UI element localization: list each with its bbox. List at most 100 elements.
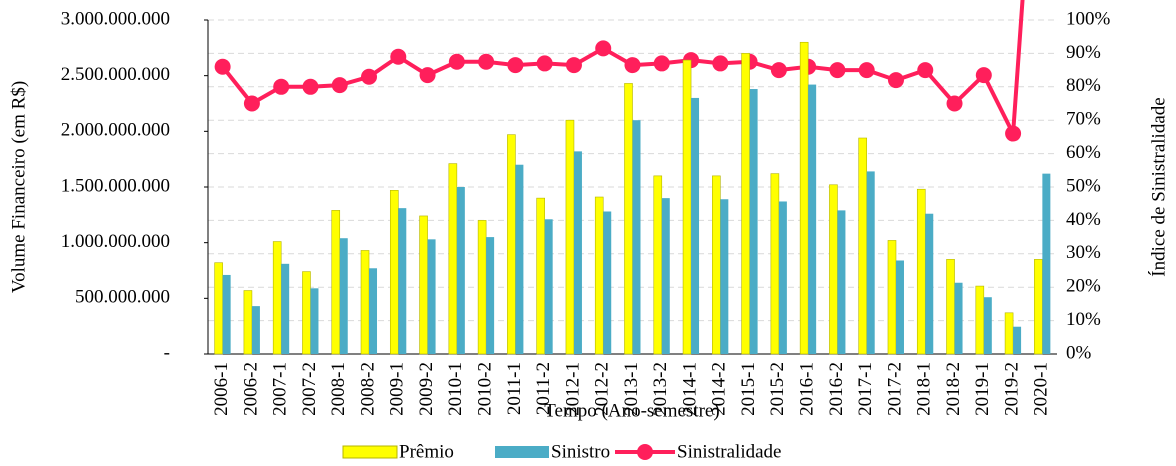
bar (281, 263, 290, 354)
line-marker (712, 55, 729, 72)
bar (544, 219, 553, 354)
y2-tick-label: 20% (1066, 276, 1101, 297)
bar (565, 119, 575, 355)
bar (486, 237, 495, 354)
y-tick-label: 500.000.000 (75, 287, 170, 308)
bar (661, 198, 670, 354)
x-tick-label: 2012-2 (592, 362, 613, 416)
legend-swatch (495, 446, 549, 458)
y2-tick-label: 90% (1066, 42, 1101, 63)
line-marker (624, 57, 641, 74)
y-tick-label: 2.500.000.000 (61, 64, 170, 85)
bar (682, 59, 692, 355)
x-tick-label: 2007-1 (270, 362, 291, 416)
y-tick-label: - (164, 342, 170, 363)
bar (419, 215, 428, 355)
y2-tick-label: 10% (1066, 309, 1101, 330)
bar (653, 175, 663, 355)
bar (339, 238, 348, 354)
line-marker (419, 67, 436, 84)
legend-label: Sinistro (551, 441, 610, 462)
bar (477, 220, 487, 355)
y-tick-label: 2.000.000.000 (61, 120, 170, 141)
bar (1042, 173, 1051, 354)
bar (1034, 259, 1043, 355)
y2-tick-label: 80% (1066, 75, 1101, 96)
bar (456, 187, 465, 354)
bar (983, 297, 992, 354)
y-tick-label: 1.500.000.000 (61, 175, 170, 196)
line-marker (243, 95, 260, 112)
x-tick-label: 2020-1 (1031, 362, 1052, 416)
line-marker (887, 72, 904, 89)
bar (603, 211, 612, 354)
x-tick-label: 2013-1 (621, 362, 642, 416)
line-marker (331, 77, 348, 94)
line-marker (917, 62, 934, 79)
y2-tick-label: 70% (1066, 109, 1101, 130)
legend-marker (637, 444, 653, 460)
x-tick-label: 2014-1 (679, 362, 700, 416)
bar (808, 84, 817, 354)
bar (1013, 326, 1022, 354)
bar (946, 259, 955, 355)
bar (895, 260, 904, 354)
bar (770, 173, 780, 355)
y2-tick-label: 100% (1066, 8, 1111, 29)
x-tick-label: 2008-1 (328, 362, 349, 416)
bar (866, 171, 875, 354)
line-marker (390, 48, 407, 65)
bar (799, 41, 809, 355)
x-tick-label: 2010-1 (445, 362, 466, 416)
y-tick-label: 3.000.000.000 (61, 8, 170, 29)
bar (778, 201, 787, 354)
y-tick-label: 1.000.000.000 (61, 231, 170, 252)
legend-label: Sinistralidade (677, 441, 781, 462)
bar (916, 188, 926, 355)
bar (448, 163, 458, 355)
x-tick-label: 2009-2 (416, 362, 437, 416)
bar (302, 271, 311, 355)
bar (837, 210, 846, 354)
line-marker (448, 53, 465, 70)
bar (507, 134, 516, 355)
x-tick-label: 2009-1 (387, 362, 408, 416)
x-tick-label: 2019-1 (972, 362, 993, 416)
x-tick-label: 2015-2 (767, 362, 788, 416)
x-tick-label: 2015-1 (738, 362, 759, 416)
y2-tick-label: 50% (1066, 175, 1101, 196)
bar (741, 53, 750, 355)
bar (272, 241, 282, 355)
line-marker (507, 57, 524, 74)
x-tick-label: 2016-1 (797, 362, 818, 416)
x-tick-label: 2006-1 (211, 362, 232, 416)
bar (398, 208, 407, 354)
x-tick-label: 2017-1 (855, 362, 876, 416)
line-marker (1005, 125, 1022, 142)
x-axis-title: Tempo (Ano-semestre) (544, 400, 719, 421)
y2-tick-label: 60% (1066, 142, 1101, 163)
x-tick-label: 2010-2 (474, 362, 495, 416)
x-tick-label: 2014-2 (709, 362, 730, 416)
bar (624, 83, 633, 355)
legend-swatch (342, 445, 398, 459)
x-tick-label: 2018-2 (943, 362, 964, 416)
bar (573, 151, 582, 354)
bar (515, 164, 524, 354)
bar (975, 285, 985, 355)
x-tick-label: 2012-1 (562, 362, 583, 416)
line-marker (565, 57, 582, 74)
y2-axis-title: Índice de Sinistralidade (1147, 97, 1169, 276)
y2-tick-label: 30% (1066, 242, 1101, 263)
line-marker (595, 40, 612, 57)
bar (887, 240, 897, 355)
x-tick-label: 2017-2 (884, 362, 905, 416)
line-marker (829, 62, 846, 79)
x-tick-label: 2013-2 (650, 362, 671, 416)
bar (427, 239, 436, 354)
bar (712, 175, 721, 355)
bar (251, 306, 260, 354)
bar (243, 290, 253, 355)
